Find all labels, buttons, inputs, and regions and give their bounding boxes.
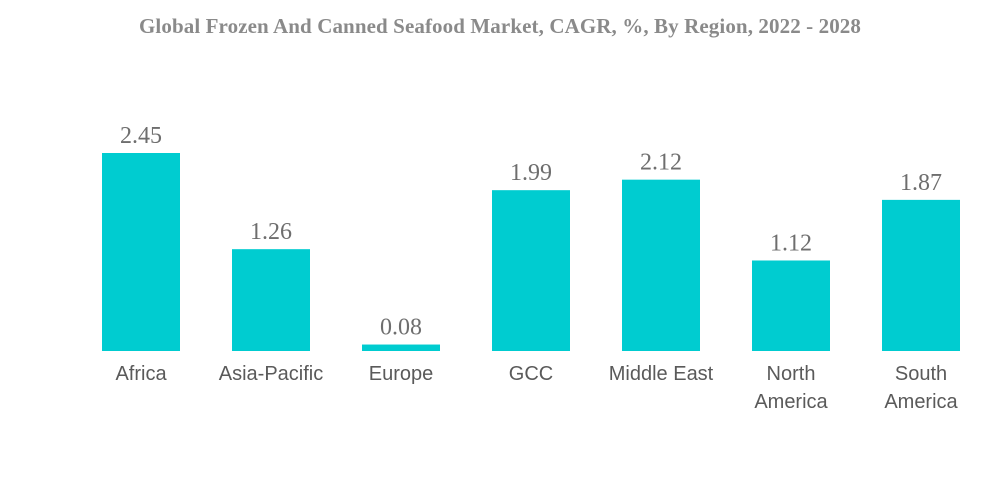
category-label: South (895, 363, 947, 385)
bar (102, 153, 180, 351)
category-label: Africa (115, 363, 167, 385)
category-label: Middle East (609, 363, 714, 385)
bar (882, 199, 960, 351)
category-label: America (884, 391, 958, 413)
category-label: North (767, 363, 816, 385)
bar (362, 344, 440, 351)
category-label: GCC (509, 363, 553, 385)
data-label: 1.87 (900, 170, 942, 196)
bar (232, 249, 310, 351)
data-label: 1.26 (250, 219, 292, 245)
data-label: 0.08 (380, 315, 422, 341)
data-label: 1.99 (510, 160, 552, 186)
data-label: 1.12 (770, 230, 812, 256)
bar (492, 190, 570, 351)
data-label: 2.45 (120, 123, 162, 149)
data-label: 2.12 (640, 150, 682, 176)
bar (622, 179, 700, 351)
category-label: America (754, 391, 828, 413)
category-label: Asia-Pacific (219, 363, 323, 385)
category-label: Europe (369, 363, 434, 385)
chart-title: Global Frozen And Canned Seafood Market,… (139, 14, 861, 38)
bar (752, 260, 830, 351)
